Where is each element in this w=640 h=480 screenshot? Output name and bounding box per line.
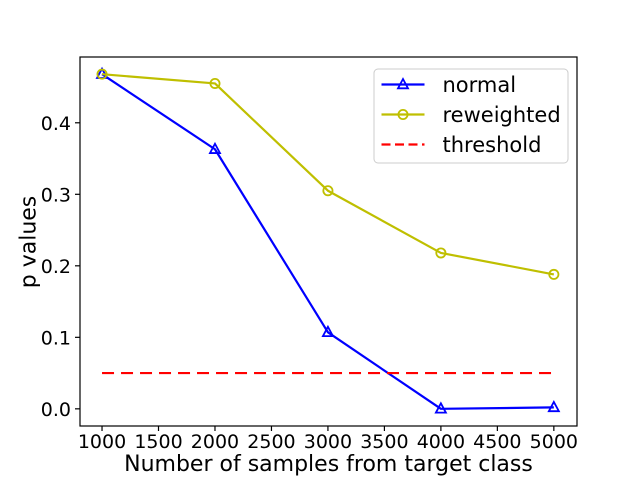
y-tick-label: 0.3 <box>41 184 71 206</box>
marker-reweighted <box>548 268 560 280</box>
marker-normal <box>547 400 561 413</box>
y-tick-label: 0.4 <box>41 113 71 135</box>
y-axis-label: p values <box>16 195 42 289</box>
legend-marker-normal <box>396 77 410 90</box>
marker-reweighted <box>322 185 334 197</box>
legend-entry-normal: normal <box>381 73 517 97</box>
marker-reweighted <box>435 247 447 259</box>
marker-normal <box>321 324 335 338</box>
series-line-normal <box>101 73 554 410</box>
legend-entry-threshold: threshold <box>381 133 542 157</box>
x-tick-label: 4500 <box>473 431 521 453</box>
x-tick-label: 1500 <box>134 431 182 453</box>
marker-reweighted <box>209 77 221 89</box>
x-axis-label: Number of samples from target class <box>124 452 533 477</box>
y-tick-label: 0.1 <box>41 327 71 349</box>
series-line-reweighted <box>101 73 555 276</box>
x-tick-label: 3500 <box>360 431 408 453</box>
legend-label-reweighted: reweighted <box>443 103 561 127</box>
x-tick-label: 2500 <box>247 431 295 453</box>
legend-label-normal: normal <box>443 73 517 97</box>
legend-marker-reweighted <box>397 109 409 121</box>
marker-normal <box>434 401 448 414</box>
x-tick-label: 3000 <box>304 431 352 453</box>
x-tick-label: 1000 <box>78 431 126 453</box>
legend: normal reweighted threshold <box>373 68 569 164</box>
x-tick-label: 4000 <box>417 431 465 453</box>
y-tick-label: 0.0 <box>41 399 71 421</box>
legend-box <box>373 68 569 164</box>
x-tick-label: 5000 <box>530 431 578 453</box>
legend-label-threshold: threshold <box>443 133 542 157</box>
y-tick-label: 0.2 <box>41 256 71 278</box>
marker-reweighted <box>96 68 108 80</box>
series-reweighted <box>96 68 560 280</box>
legend-entry-reweighted: reweighted <box>381 103 561 127</box>
marker-normal <box>208 141 222 154</box>
x-tick-label: 2000 <box>191 431 239 453</box>
